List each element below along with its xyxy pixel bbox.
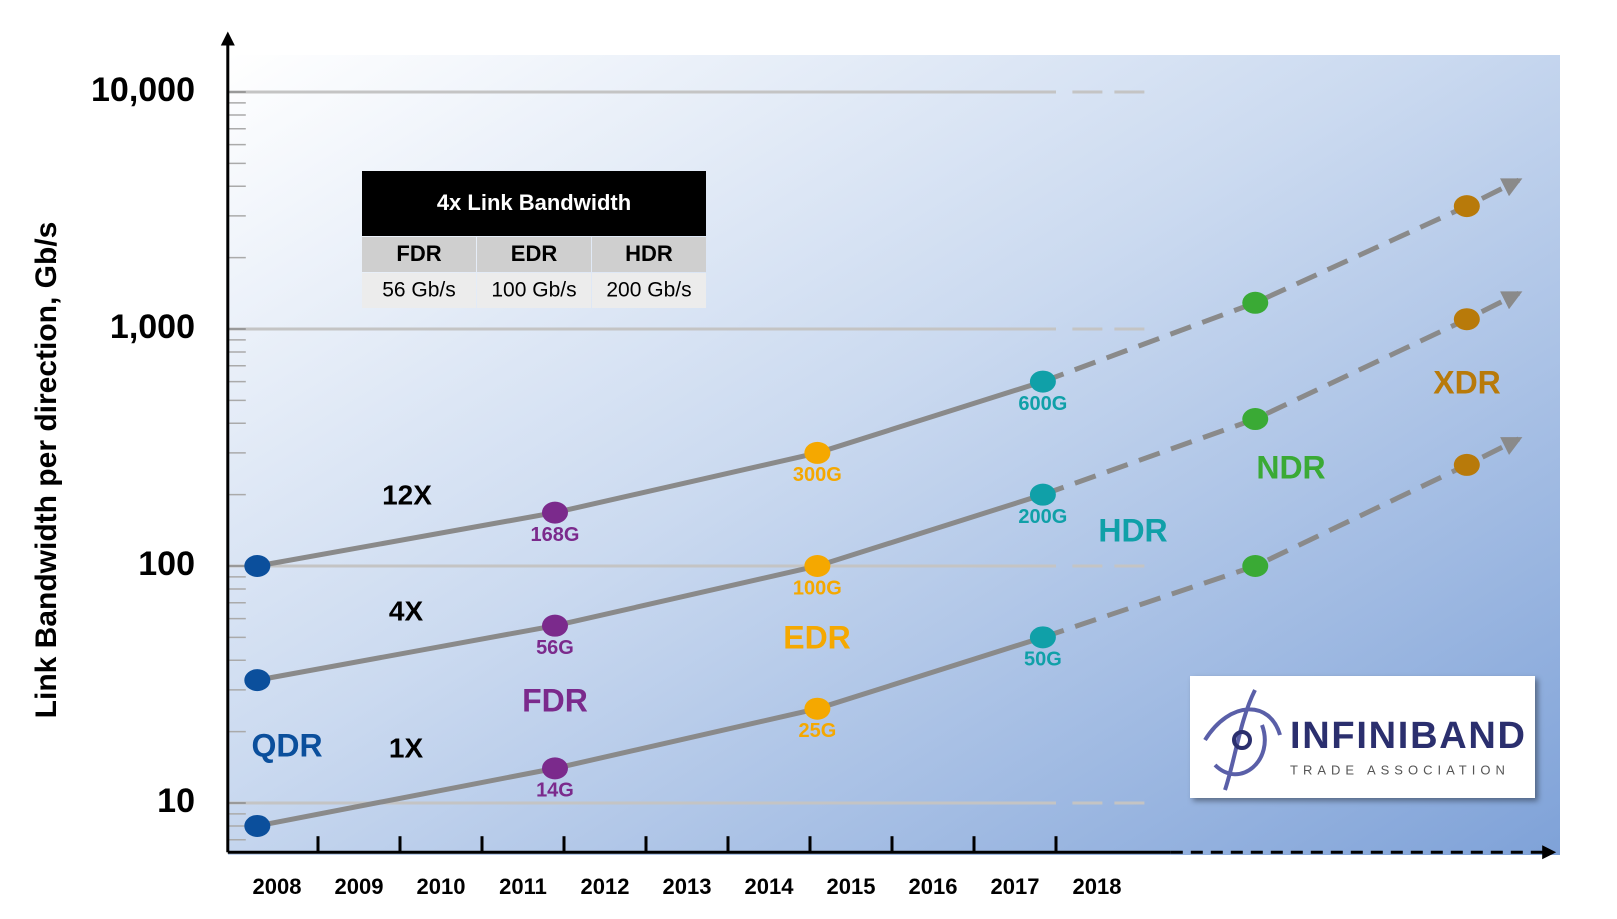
point <box>244 669 271 692</box>
point <box>541 614 568 637</box>
point <box>541 757 568 780</box>
table-cell: 200 Gb/s <box>606 279 691 302</box>
series-name: 1X <box>389 732 424 763</box>
logo-ring <box>1232 730 1252 750</box>
value-label: 100G <box>793 577 842 599</box>
y-tick-label: 1,000 <box>110 308 195 346</box>
x-tick-label: 2008 <box>253 874 302 899</box>
table-title-bg <box>362 171 706 236</box>
x-tick-label: 2018 <box>1073 874 1122 899</box>
point <box>1453 453 1480 476</box>
x-tick-label: 2009 <box>335 874 384 899</box>
value-label: 56G <box>536 637 574 659</box>
table-cell: 100 Gb/s <box>491 279 576 302</box>
x-tick-label: 2017 <box>991 874 1040 899</box>
value-label: 200G <box>1018 506 1067 528</box>
generation-label: QDR <box>251 727 322 763</box>
y-axis-arrow <box>220 31 235 46</box>
y-tick-label: 10,000 <box>91 71 195 109</box>
table-header: HDR <box>625 241 673 266</box>
series-line-dashed <box>1042 436 1523 640</box>
point <box>804 555 831 577</box>
series-name: 4X <box>389 595 424 626</box>
x-tick-label: 2015 <box>827 874 876 899</box>
point <box>1453 195 1480 218</box>
logo-name: INFINIBAND <box>1290 715 1525 757</box>
y-axis-label: Link Bandwidth per direction, Gb/s <box>30 222 63 719</box>
table-header: EDR <box>511 241 558 266</box>
value-label: 50G <box>1024 649 1062 671</box>
x-tick-label: 2012 <box>581 874 630 899</box>
value-label: 25G <box>798 720 836 742</box>
x-tick-label: 2010 <box>417 874 466 899</box>
cell <box>477 237 591 272</box>
logo-swirl <box>1203 689 1282 791</box>
point <box>244 555 271 577</box>
point <box>1029 483 1056 506</box>
cell <box>362 237 476 272</box>
point <box>1242 555 1269 577</box>
cell <box>477 273 591 308</box>
series-line-dashed <box>1042 177 1523 384</box>
logo-tagline: TRADE ASSOCIATION <box>1290 762 1510 777</box>
point <box>1029 626 1056 649</box>
point <box>1029 370 1056 393</box>
point <box>804 697 831 720</box>
x-tick-label: 2014 <box>745 874 795 899</box>
table: 4x Link Bandwidth FDR EDR HDR 56 Gb/s 10… <box>362 171 706 308</box>
series-line <box>256 379 1044 569</box>
table-title: 4x Link Bandwidth <box>437 190 631 215</box>
plot: 10 100 1,000 10,000 2008 2009 2010 2011 2012 2013… <box>91 31 1557 899</box>
point <box>541 501 568 524</box>
point <box>1453 308 1480 331</box>
x-axis-arrow <box>1542 845 1557 860</box>
point <box>244 814 271 837</box>
cell <box>362 273 476 308</box>
y-tick-label: 100 <box>138 545 195 583</box>
x-tick-label: 2011 <box>499 874 547 899</box>
point <box>1242 291 1269 314</box>
x-tick-label: 2013 <box>663 874 712 899</box>
generation-label: FDR <box>522 682 588 718</box>
series-name: 12X <box>382 479 432 510</box>
value-label: 300G <box>793 464 842 486</box>
generation-label: EDR <box>783 619 851 655</box>
x-tick-label: 2016 <box>909 874 958 899</box>
table-cell: 56 Gb/s <box>382 279 456 302</box>
value-label: 14G <box>536 780 574 802</box>
point <box>1242 408 1269 431</box>
table-header: FDR <box>396 241 441 266</box>
value-label: 600G <box>1018 393 1067 415</box>
logo: INFINIBAND TRADE ASSOCIATION <box>1190 676 1535 798</box>
generation-label: HDR <box>1098 512 1167 548</box>
cell <box>592 237 706 272</box>
y-tick-label: 10 <box>157 782 195 820</box>
series-line <box>256 492 1044 683</box>
series-line <box>256 634 1044 829</box>
generation-label: XDR <box>1433 364 1501 400</box>
value-label: 168G <box>531 524 580 546</box>
cell <box>592 273 706 308</box>
series-line-dashed <box>1042 290 1523 498</box>
generation-label: NDR <box>1256 449 1325 485</box>
point <box>804 441 831 464</box>
